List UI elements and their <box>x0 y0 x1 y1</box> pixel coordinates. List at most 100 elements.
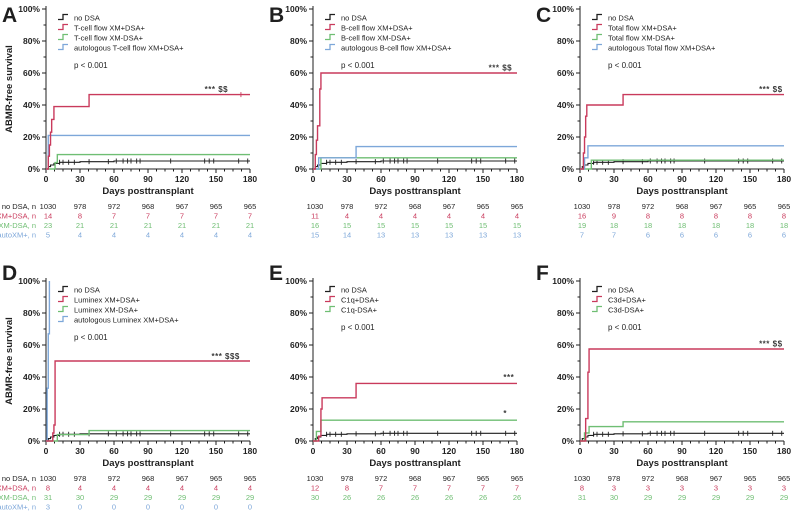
series-line-green <box>313 419 517 442</box>
risk-value: 14 <box>44 212 52 221</box>
y-tick-label: 40% <box>290 372 307 382</box>
risk-value: 23 <box>44 221 52 230</box>
risk-value: 4 <box>379 212 383 221</box>
risk-value: 29 <box>246 493 254 502</box>
risk-value: 26 <box>513 493 521 502</box>
panel-a: A ABMR-free survival 0% 20% 40% 60% 80% 100% 0 30… <box>0 0 267 258</box>
risk-value: 15 <box>411 221 419 230</box>
risk-value: 8 <box>78 212 82 221</box>
panel-letter: D <box>2 262 17 285</box>
risk-value: 29 <box>110 493 118 502</box>
risk-value: 6 <box>782 231 786 240</box>
risk-value: 968 <box>142 202 155 211</box>
legend-label: B-cell flow XM+DSA+ <box>341 24 413 33</box>
risk-value: 965 <box>744 202 757 211</box>
risk-value: 1030 <box>307 474 324 483</box>
y-tick-label: 80% <box>557 36 574 46</box>
risk-value: 13 <box>445 231 453 240</box>
risk-value: 4 <box>78 231 82 240</box>
risk-value: 29 <box>678 493 686 502</box>
risk-value: 972 <box>375 202 388 211</box>
risk-value: 965 <box>244 202 257 211</box>
series-line-black <box>46 433 250 442</box>
y-tick-label: 60% <box>557 340 574 350</box>
x-tick-label: 150 <box>209 446 223 456</box>
risk-value: 6 <box>680 231 684 240</box>
risk-value: 8 <box>46 484 50 493</box>
risk-value: 4 <box>146 484 150 493</box>
x-tick-label: 30 <box>609 174 619 184</box>
y-tick-label: 60% <box>23 340 40 350</box>
legend-step-icon <box>325 295 335 303</box>
risk-value: 4 <box>413 212 417 221</box>
risk-value: 965 <box>244 474 257 483</box>
legend-step-icon <box>58 305 68 313</box>
x-axis-label: Days posttransplant <box>636 186 728 197</box>
significance-annotation: *** $$ <box>489 63 513 72</box>
y-tick-label: 0% <box>28 164 41 174</box>
risk-value: 7 <box>447 484 451 493</box>
risk-value: 972 <box>375 474 388 483</box>
y-axis-label: ABMR-free survival <box>4 45 15 133</box>
risk-value: 8 <box>748 212 752 221</box>
legend-step-icon <box>58 33 68 41</box>
y-tick-label: 40% <box>290 100 307 110</box>
legend-label: no DSA <box>341 286 367 295</box>
y-tick-label: 0% <box>562 164 575 174</box>
y-tick-label: 80% <box>290 308 307 318</box>
x-tick-label: 180 <box>510 446 524 456</box>
risk-value: 7 <box>379 484 383 493</box>
risk-value: 968 <box>142 474 155 483</box>
x-tick-label: 30 <box>75 174 85 184</box>
risk-value: 7 <box>481 484 485 493</box>
risk-value: 12 <box>311 484 319 493</box>
risk-value: 18 <box>678 221 686 230</box>
km-chart-E: E 0% 20% 40% 60% 80% 100% 0 30 60 90 120 150 180 Days … <box>269 262 524 502</box>
series-line-green <box>46 153 250 170</box>
panel-letter: A <box>2 4 17 27</box>
x-tick-label: 90 <box>410 174 420 184</box>
y-tick-label: 60% <box>290 340 307 350</box>
risk-value: 1030 <box>307 202 324 211</box>
y-tick-label: 60% <box>557 68 574 78</box>
risk-value: 965 <box>477 474 490 483</box>
y-tick-label: 20% <box>23 404 40 414</box>
risk-value: 8 <box>580 484 584 493</box>
x-tick-label: 30 <box>75 446 85 456</box>
y-tick-label: 100% <box>552 4 574 14</box>
x-tick-label: 90 <box>143 446 153 456</box>
legend-step-icon <box>325 13 335 21</box>
risk-value: 0 <box>214 503 218 512</box>
series-line-black <box>313 432 517 442</box>
risk-value: 0 <box>180 503 184 512</box>
risk-value: 967 <box>443 474 456 483</box>
risk-value: 4 <box>78 484 82 493</box>
panel-letter: B <box>269 4 284 27</box>
series-line-red <box>580 93 784 170</box>
risk-value: 5 <box>46 231 50 240</box>
significance-annotation: *** $$ <box>759 339 783 348</box>
risk-value: 29 <box>644 493 652 502</box>
y-tick-label: 80% <box>290 36 307 46</box>
risk-value: 21 <box>178 221 186 230</box>
panel-e: E 0% 20% 40% 60% 80% 100% 0 30 60 90 120 150 180 Days … <box>267 258 534 516</box>
risk-value: 31 <box>578 493 586 502</box>
x-tick-label: 90 <box>677 174 687 184</box>
risk-value: 21 <box>246 221 254 230</box>
y-tick-label: 100% <box>285 4 307 14</box>
risk-value: 0 <box>248 503 252 512</box>
risk-value: 7 <box>515 484 519 493</box>
risk-value: 13 <box>411 231 419 240</box>
risk-value: 968 <box>409 202 422 211</box>
panel-b: B 0% 20% 40% 60% 80% 100% 0 30 60 90 120 150 180 Days … <box>267 0 534 258</box>
risk-value: 968 <box>676 202 689 211</box>
risk-value: 965 <box>210 474 223 483</box>
legend-step-icon <box>592 305 602 313</box>
panel-d: D ABMR-free survival 0% 20% 40% 60% 80% 100% 0 30… <box>0 258 267 516</box>
legend-step-icon <box>58 285 68 293</box>
y-tick-label: 60% <box>290 68 307 78</box>
x-axis-label: Days posttransplant <box>102 458 194 469</box>
x-tick-label: 90 <box>143 174 153 184</box>
y-tick-label: 20% <box>23 132 40 142</box>
legend-label: Total flow XM+DSA+ <box>608 24 677 33</box>
